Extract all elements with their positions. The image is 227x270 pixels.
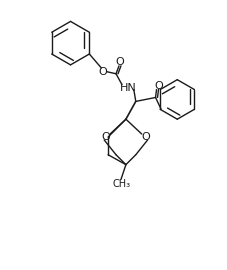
Text: O: O <box>115 57 124 67</box>
Text: O: O <box>153 81 162 91</box>
Text: O: O <box>98 67 107 77</box>
Text: O: O <box>141 132 149 142</box>
Text: HN: HN <box>119 83 136 93</box>
Text: CH₃: CH₃ <box>112 179 131 189</box>
Text: O: O <box>101 132 110 142</box>
